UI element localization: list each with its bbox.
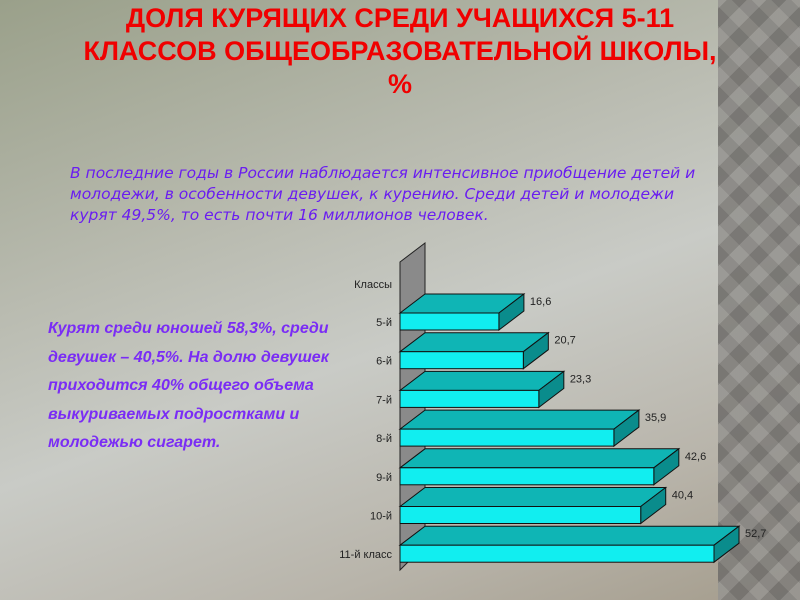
category-label: 11-й класс bbox=[339, 549, 392, 561]
bar-top-face bbox=[398, 332, 550, 353]
data-label: 20,7 bbox=[554, 335, 575, 347]
bar bbox=[399, 312, 500, 331]
bar bbox=[399, 467, 655, 486]
category-label: 8-й bbox=[376, 433, 392, 445]
data-label: 40,4 bbox=[672, 490, 693, 502]
data-label: 42,6 bbox=[685, 451, 706, 463]
bar bbox=[399, 389, 540, 408]
bar-top-face bbox=[398, 409, 641, 430]
bar bbox=[399, 544, 715, 563]
category-label: 6-й bbox=[376, 356, 392, 368]
data-label: 52,7 bbox=[745, 528, 766, 540]
title-line: % bbox=[387, 69, 412, 99]
decorative-strip-overlay bbox=[718, 0, 800, 600]
bar-top-face bbox=[398, 448, 681, 469]
bar bbox=[399, 351, 524, 370]
data-label: 35,9 bbox=[645, 412, 666, 424]
bar-top-face bbox=[398, 525, 741, 546]
bar-top-face bbox=[398, 370, 566, 391]
title-line: ДОЛЯ КУРЯЩИХ СРЕДИ УЧАЩИХСЯ 5-11 bbox=[125, 3, 675, 33]
category-label: 10-й bbox=[370, 511, 392, 523]
category-label: 9-й bbox=[376, 472, 392, 484]
category-label: 5-й bbox=[376, 317, 392, 329]
data-label: 23,3 bbox=[570, 373, 591, 385]
decorative-strip bbox=[718, 0, 800, 600]
axis-label: Классы bbox=[354, 279, 392, 291]
bar bbox=[399, 506, 642, 524]
bar bbox=[399, 428, 615, 447]
bar-top-face bbox=[398, 487, 668, 507]
side-text: Курят среди юношей 58,3%, среди девушек … bbox=[48, 320, 329, 451]
category-label: 7-й bbox=[376, 394, 392, 406]
title-line: КЛАССОВ ОБЩЕОБРАЗОВАТЕЛЬНОЙ ШКОЛЫ, bbox=[83, 36, 717, 66]
intro-text: В последние годы в России наблюдается ин… bbox=[70, 164, 696, 224]
data-label: 16,6 bbox=[530, 296, 551, 308]
slide-title: ДОЛЯ КУРЯЩИХ СРЕДИ УЧАЩИХСЯ 5-11 КЛАССОВ… bbox=[0, 2, 800, 101]
